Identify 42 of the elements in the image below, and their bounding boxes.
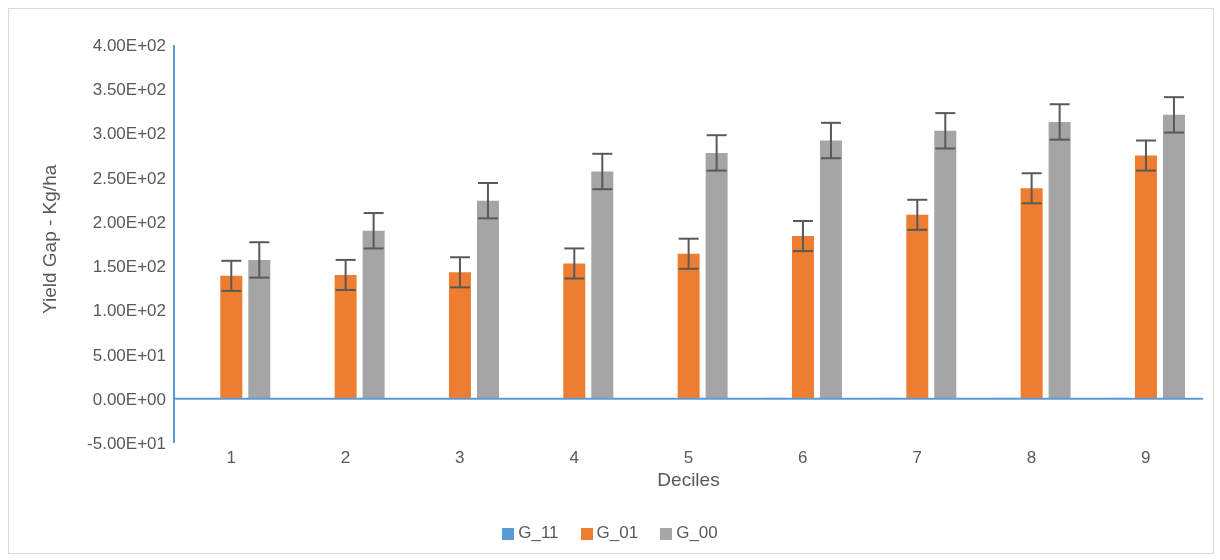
x-tick-label: 1 [226, 448, 236, 468]
y-tick-label: 1.50E+02 [92, 257, 166, 277]
x-tick-label: 5 [683, 448, 694, 468]
y-tick-label: 4.00E+02 [92, 36, 166, 56]
bar [677, 253, 700, 399]
y-tick-label: 3.00E+02 [92, 124, 166, 144]
bar [248, 259, 271, 399]
bar [563, 263, 586, 399]
x-tick-label: 7 [912, 448, 922, 468]
x-tick-label: 9 [1141, 448, 1151, 468]
legend-label: G_00 [676, 523, 718, 542]
bar [220, 275, 243, 399]
y-tick-label: -5.00E+01 [87, 434, 166, 454]
y-axis-title: Yield Gap - Kg/ha [38, 164, 60, 314]
bar [906, 214, 929, 399]
x-tick-label: 2 [340, 448, 351, 468]
y-tick-label: 0.00E+00 [92, 389, 166, 409]
bar [591, 171, 614, 399]
bar [791, 236, 814, 399]
bar [1020, 188, 1043, 399]
x-tick-label: 4 [569, 448, 579, 468]
bar [1162, 114, 1185, 399]
bar [934, 130, 957, 399]
y-tick-label: 1.00E+02 [92, 301, 166, 321]
bar [819, 140, 842, 399]
bar [1048, 121, 1071, 399]
bar [476, 200, 499, 399]
y-tick-label: 2.00E+02 [92, 212, 166, 232]
y-tick-label: 3.50E+02 [92, 80, 166, 100]
x-tick-label: 6 [798, 448, 808, 468]
bar [1134, 155, 1157, 399]
y-tick-label: 2.50E+02 [92, 168, 166, 188]
bar [334, 274, 357, 399]
x-tick-label: 3 [455, 448, 465, 468]
bar [362, 230, 385, 399]
x-axis-title: Deciles [657, 469, 720, 491]
legend-label: G_01 [596, 523, 639, 542]
bar [448, 272, 471, 399]
x-tick-label: 8 [1026, 448, 1037, 468]
y-tick-label: 5.00E+01 [92, 345, 166, 365]
legend-label: G_11 [518, 523, 559, 542]
bar [705, 152, 728, 399]
